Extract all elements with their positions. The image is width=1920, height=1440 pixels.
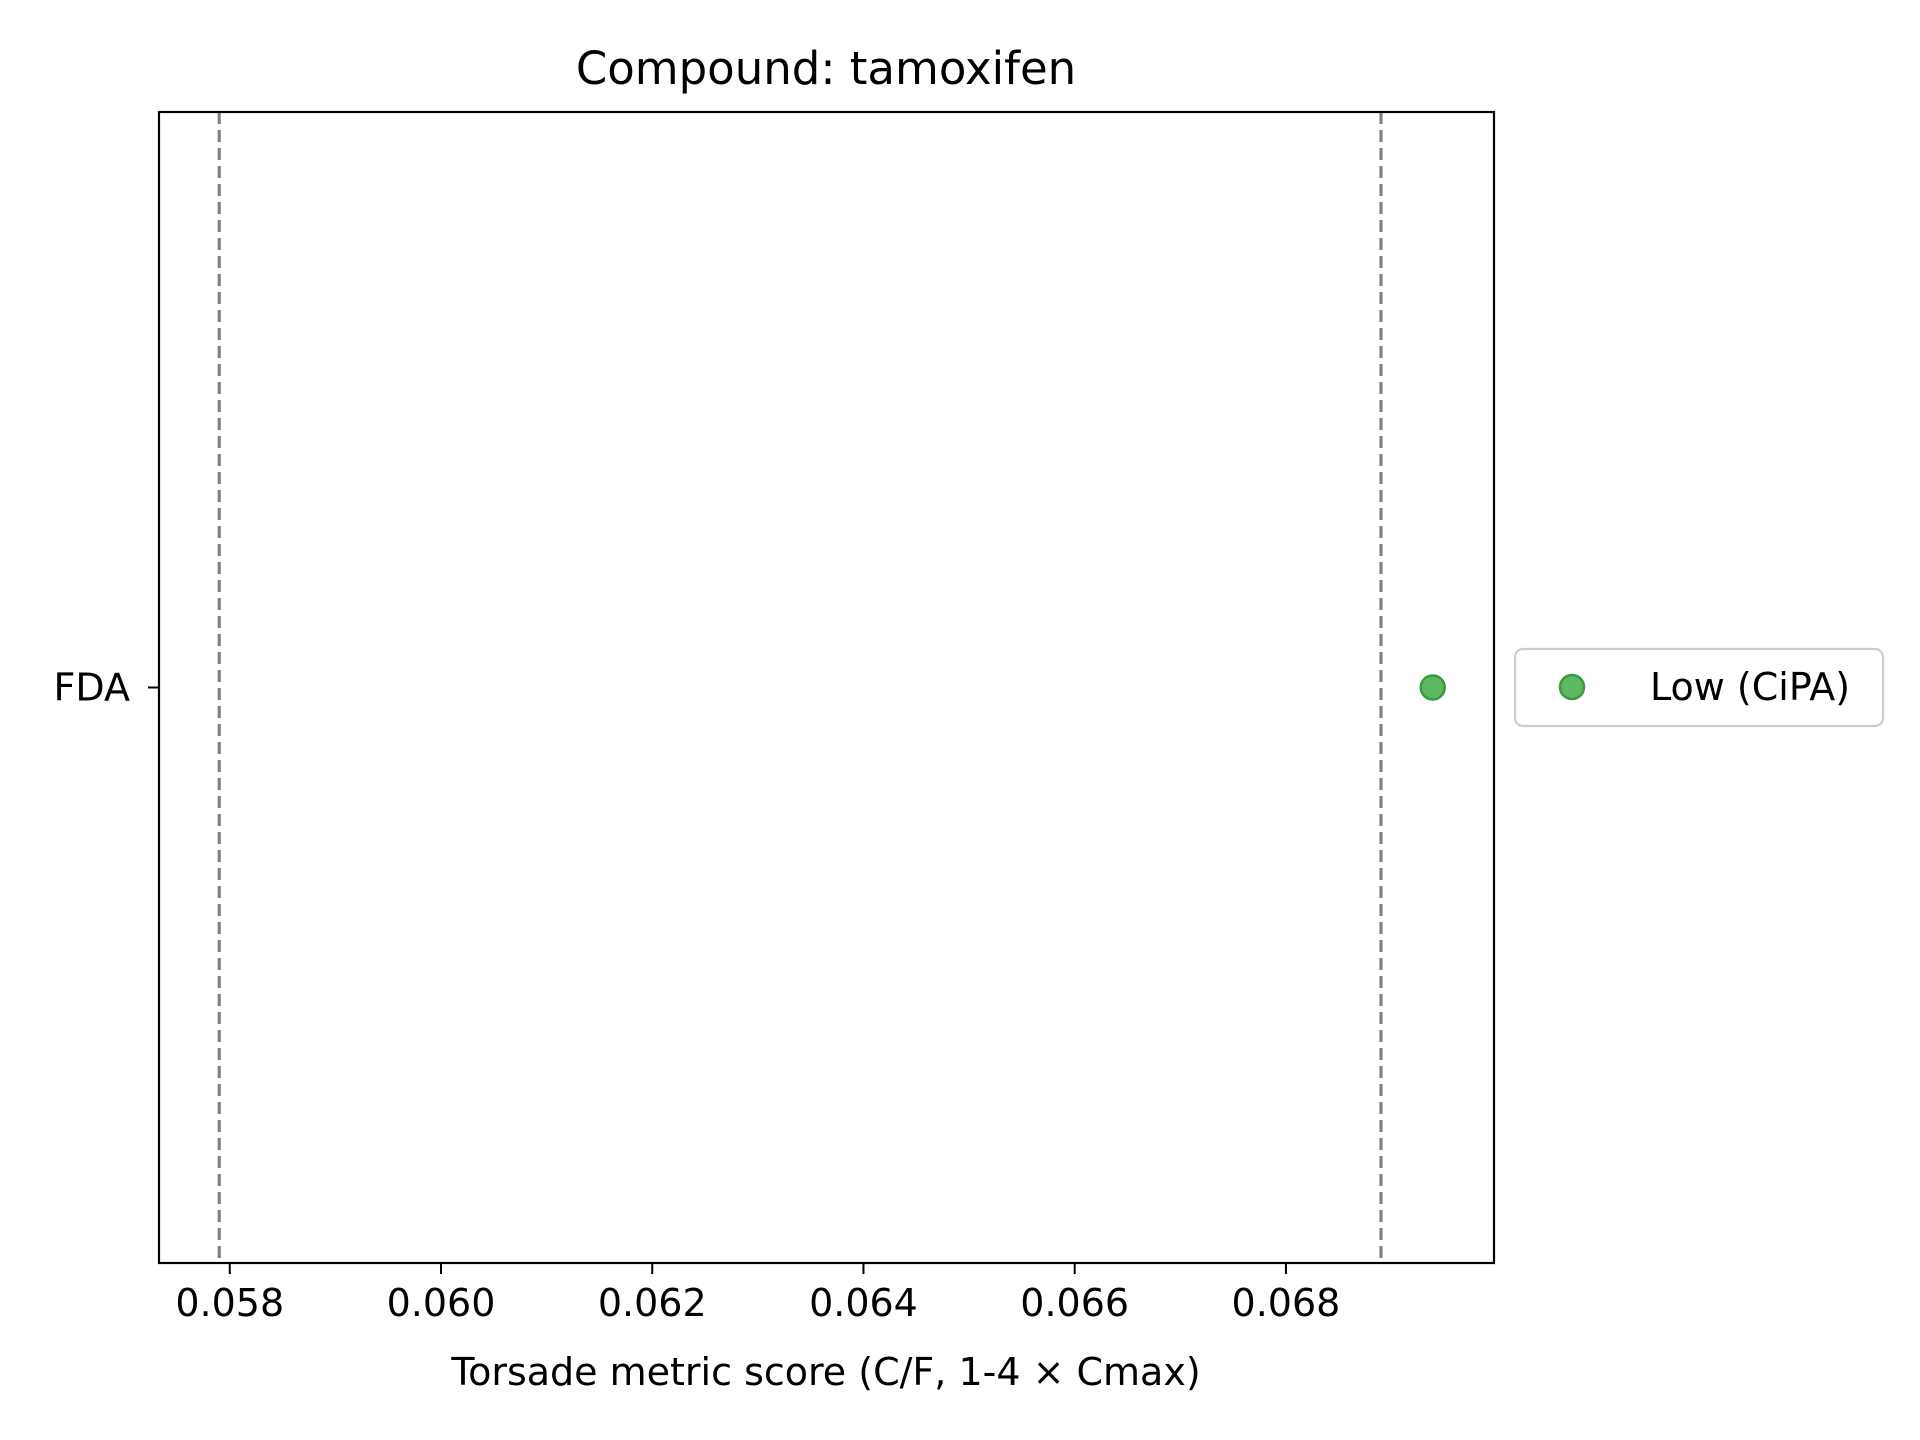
reference-lines	[217, 112, 1383, 1263]
x-tick-label: 0.066	[1020, 1281, 1129, 1325]
legend-label-low-cipa: Low (CiPA)	[1650, 665, 1850, 709]
legend: Low (CiPA)	[1513, 647, 1885, 728]
x-tick-label: 0.062	[598, 1281, 707, 1325]
x-axis-ticks: 0.058 0.060 0.062 0.064 0.066 0.068	[175, 1263, 1340, 1325]
x-tick-label: 0.068	[1232, 1281, 1341, 1325]
x-axis-label: Torsade metric score (C/F, 1-4 × Cmax)	[450, 1350, 1200, 1394]
data-point	[1419, 674, 1446, 701]
x-tick-label: 0.058	[175, 1281, 284, 1325]
x-tick-label: 0.064	[809, 1281, 918, 1325]
y-axis-ticks: FDA	[54, 666, 159, 710]
y-tick-label: FDA	[54, 666, 130, 710]
legend-marker-low-cipa	[1558, 673, 1586, 701]
legend-frame	[1513, 647, 1885, 728]
data-points	[1419, 674, 1446, 701]
chart-title: Compound: tamoxifen	[576, 42, 1076, 95]
x-tick-label: 0.060	[387, 1281, 496, 1325]
